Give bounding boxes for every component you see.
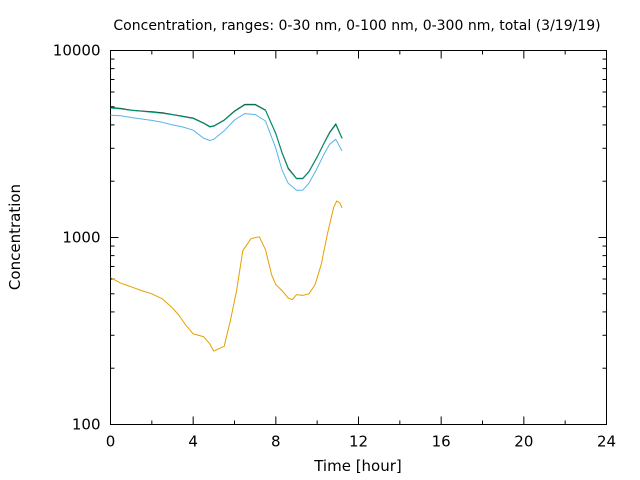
y-tick-label: 100 xyxy=(72,416,101,434)
plot-frame xyxy=(110,50,607,425)
series-line-2 xyxy=(110,104,343,180)
x-tick-label: 20 xyxy=(514,433,533,451)
x-tick-label: 4 xyxy=(188,433,198,451)
x-axis-label: Time [hour] xyxy=(313,457,402,475)
series-line-3 xyxy=(110,113,343,191)
x-tick-label: 0 xyxy=(106,433,116,451)
x-axis: 0 4 8 12 16 20 24 xyxy=(106,50,616,451)
chart-title: Concentration, ranges: 0-30 nm, 0-100 nm… xyxy=(113,18,600,34)
y-axis-label: Concentration xyxy=(6,184,24,290)
x-tick-label: 16 xyxy=(432,433,451,451)
y-tick-label: 10000 xyxy=(53,42,101,60)
x-tick-label: 24 xyxy=(597,433,616,451)
y-tick-label: 1000 xyxy=(62,229,100,247)
x-tick-label: 8 xyxy=(271,433,281,451)
series-line-1 xyxy=(110,103,343,179)
series-layer xyxy=(110,103,343,352)
series-line-4 xyxy=(110,200,343,352)
y-axis: 100 1000 10000 xyxy=(53,42,607,434)
x-tick-label: 12 xyxy=(349,433,368,451)
